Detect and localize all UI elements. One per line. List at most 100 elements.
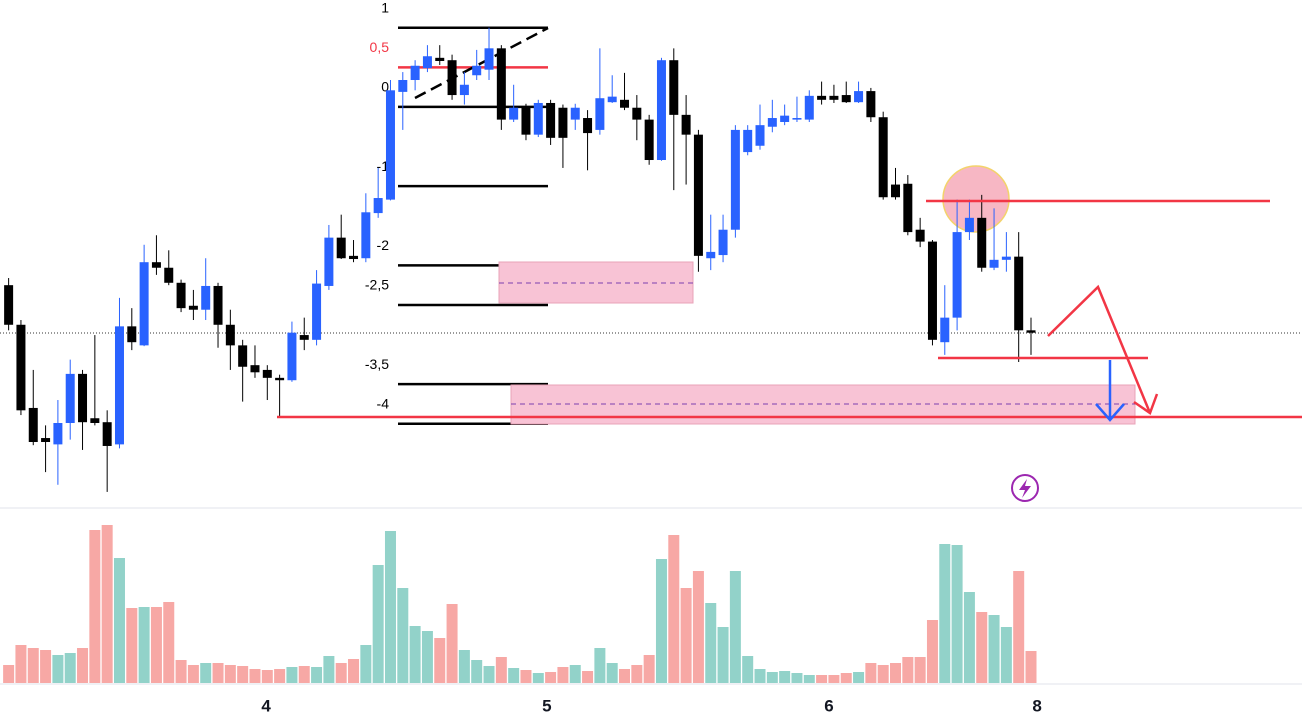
candle-body [373,198,383,214]
volume-bar [286,667,298,683]
candle-body [176,282,186,309]
volume-bar [372,565,384,683]
volume-bar [655,559,667,683]
volume-bar [237,666,249,683]
candle-body [287,332,297,381]
volume-bar [471,660,483,683]
candle-body [792,118,802,120]
candle-body [558,107,568,138]
candle-body [780,115,790,122]
candle-body [435,57,445,61]
volume-bar [409,626,421,683]
volume-bar [397,588,409,683]
lightning [1019,479,1031,498]
candle-body [1001,256,1011,260]
volume-bar [976,612,988,683]
volume-bar [569,665,581,683]
candle-body [225,324,235,346]
candle-body [139,262,149,346]
volume-bar [261,670,273,683]
volume-bar [692,571,704,683]
volume-bar [446,604,458,683]
fib-label: -4 [377,395,390,411]
volume-bar [532,673,544,683]
volume-bar [951,545,963,683]
candle-body [669,60,679,115]
volume-bar [926,620,938,683]
candle-body [964,217,974,233]
candle-body [546,102,556,138]
volume-bar [853,672,865,683]
candle-body [127,326,137,343]
volume-bar [963,592,975,683]
volume-bar [668,535,680,683]
volume-bar [384,531,396,683]
fib-label: -3,5 [365,356,389,372]
candle-body [693,134,703,256]
candle-body [4,285,14,325]
volume-bar [939,544,951,683]
fib-label: 0,5 [370,39,390,55]
candle-body [755,125,765,146]
candle-body [878,117,888,198]
volume-bar [729,571,741,683]
volume-bar [64,653,76,683]
candle-body [472,65,482,76]
volume-bar [828,675,840,683]
candle-body [422,56,432,69]
volume-bar [779,671,791,683]
candle-body [607,96,617,103]
volume-bar [89,530,101,683]
candle-body [496,48,506,120]
candle-body [447,60,457,96]
volume-bar [631,665,643,683]
volume-bar [52,655,64,683]
volume-bar [1025,651,1037,683]
trend-line [414,26,549,100]
candle-body [915,229,925,242]
volume-bar [1000,627,1012,683]
volume-pane [3,525,1037,683]
candle-body [398,80,408,92]
volume-bar [545,672,557,683]
candle-body [829,95,839,100]
candle-body [903,183,913,233]
volume-bar [274,669,286,683]
volume-bar [40,650,52,683]
candle-body [188,305,198,310]
candle-body [521,107,531,135]
candle-body [459,84,469,96]
candle-body [385,90,395,200]
volume-bar [421,631,433,683]
candle-body [854,91,864,103]
x-tick-label: 6 [824,696,833,715]
candle-body [151,262,161,268]
candle-body [927,241,937,340]
candle-body [312,283,322,340]
candle-body [65,373,75,423]
candle-body [743,129,753,153]
candle-body [730,129,740,230]
candle-body [509,107,519,120]
volume-bar [298,666,310,683]
volume-bar [865,663,877,683]
volume-bar [187,665,199,683]
volume-bar [988,615,1000,683]
volume-bar [27,648,39,683]
volume-bar [311,667,323,683]
volume-bar [323,656,335,683]
x-tick-label: 5 [542,696,551,715]
candle-body [841,95,851,103]
candle-body [361,212,371,259]
volume-bar [212,663,224,683]
candle-body [78,373,88,423]
candle-body [706,251,716,259]
volume-bar [175,660,187,683]
volume-bar [150,607,162,683]
volume-bar [15,645,27,683]
x-tick-label: 4 [261,696,271,715]
highlight-circle [942,165,1010,233]
fib-label: -2,5 [365,277,389,293]
candle-body [201,285,211,310]
volume-bar [557,667,569,683]
